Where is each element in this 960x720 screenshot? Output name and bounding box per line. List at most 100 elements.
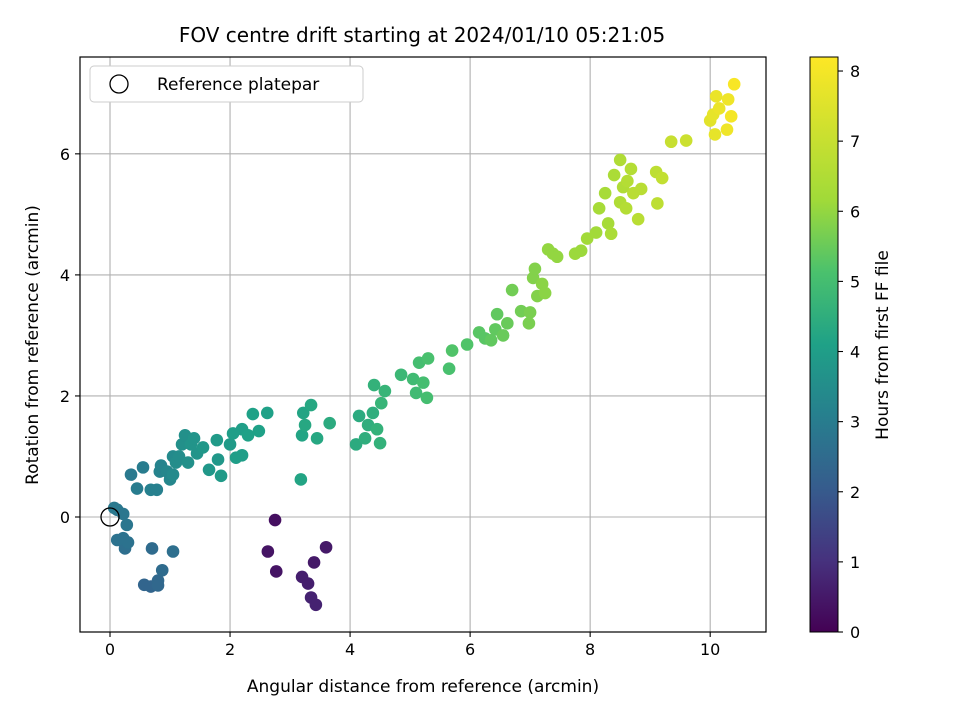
data-point <box>296 406 310 420</box>
legend: Reference platepar <box>89 65 364 103</box>
colorbar-tick-label: 2 <box>850 483 860 502</box>
colorbar-tick-label: 6 <box>850 202 860 221</box>
plot-frame <box>79 56 767 633</box>
colorbar-tick-label: 4 <box>850 343 860 362</box>
data-point <box>181 456 195 469</box>
data-point <box>319 540 333 554</box>
data-point <box>124 468 138 481</box>
data-point <box>166 545 180 558</box>
reference-marker <box>100 507 120 527</box>
data-point <box>523 306 537 319</box>
data-point <box>406 372 420 386</box>
data-point <box>522 317 536 330</box>
data-point <box>130 482 144 495</box>
data-point <box>307 556 321 569</box>
x-tick-label: 6 <box>465 640 475 659</box>
data-point <box>607 168 621 182</box>
y-tick-label: 2 <box>60 387 70 406</box>
data-point <box>528 262 542 276</box>
data-point <box>589 226 603 239</box>
data-point <box>574 244 588 257</box>
data-point <box>358 432 372 445</box>
legend-marker-icon <box>109 74 129 94</box>
legend-entry-reference-platepar: Reference platepar <box>157 75 319 95</box>
data-point <box>721 93 735 106</box>
data-point <box>187 432 201 445</box>
data-point <box>708 128 722 141</box>
data-point <box>166 468 180 481</box>
data-point <box>309 598 323 612</box>
data-point <box>352 409 366 423</box>
data-point <box>651 197 664 210</box>
colorbar-label: Hours from first FF file <box>873 250 893 440</box>
data-point <box>624 162 638 176</box>
data-point <box>417 376 430 389</box>
colorbar-tick-label: 8 <box>850 62 860 81</box>
data-point <box>598 186 612 200</box>
data-point <box>252 424 266 438</box>
data-point <box>505 283 519 297</box>
y-tick-label: 4 <box>60 266 70 285</box>
x-tick-label: 10 <box>700 640 720 659</box>
colorbar-tick-label: 0 <box>850 623 860 642</box>
data-point <box>421 352 435 365</box>
x-axis-ticks: 0 2 4 6 8 10 <box>105 632 720 659</box>
data-point <box>241 428 255 442</box>
data-point <box>155 563 169 577</box>
data-point <box>373 436 387 450</box>
data-point <box>223 438 237 451</box>
data-point <box>394 368 408 382</box>
data-point <box>709 90 723 103</box>
data-points <box>107 77 741 612</box>
colorbar-gradient <box>809 56 839 633</box>
data-point <box>211 453 225 466</box>
data-point <box>634 182 648 196</box>
x-axis-label: Angular distance from reference (arcmin) <box>247 677 599 697</box>
data-point <box>294 473 308 486</box>
data-point <box>724 110 738 123</box>
grid-lines <box>80 57 766 632</box>
data-point <box>214 469 228 483</box>
colorbar-tick-label: 7 <box>850 132 860 151</box>
data-point <box>246 407 260 421</box>
data-point <box>261 545 275 558</box>
data-point <box>592 202 606 215</box>
data-point <box>727 77 741 91</box>
data-point <box>323 416 336 430</box>
data-point <box>367 378 381 392</box>
y-tick-label: 0 <box>60 508 70 527</box>
y-axis-label: Rotation from reference (arcmin) <box>23 205 43 485</box>
colorbar: 0 1 2 3 4 5 6 7 8 Hours from first FF file <box>809 56 893 642</box>
data-point <box>235 448 249 462</box>
data-point <box>601 217 615 230</box>
data-point <box>136 461 150 474</box>
data-point <box>310 432 324 445</box>
data-point <box>110 533 124 547</box>
data-point <box>460 338 474 351</box>
data-point <box>712 102 726 115</box>
colorbar-tick-label: 1 <box>850 553 860 572</box>
data-point <box>580 232 594 245</box>
y-tick-label: 6 <box>60 145 70 164</box>
data-point <box>664 135 678 149</box>
data-point <box>604 227 618 241</box>
x-tick-label: 0 <box>105 640 115 659</box>
data-point <box>490 307 504 321</box>
data-point <box>269 565 283 578</box>
data-point <box>370 422 384 436</box>
colorbar-tick-label: 3 <box>850 413 860 432</box>
data-point <box>366 406 380 420</box>
data-point <box>260 406 274 420</box>
chart-title: FOV centre drift starting at 2024/01/10 … <box>179 23 665 47</box>
colorbar-ticks: 0 1 2 3 4 5 6 7 8 <box>838 62 860 642</box>
data-point <box>145 542 159 555</box>
data-point <box>679 134 693 147</box>
data-point <box>501 317 514 330</box>
x-tick-label: 4 <box>345 640 355 659</box>
data-point <box>210 433 224 447</box>
data-point <box>202 463 216 477</box>
data-point <box>442 362 456 376</box>
data-point <box>304 398 318 412</box>
data-point <box>621 174 634 188</box>
